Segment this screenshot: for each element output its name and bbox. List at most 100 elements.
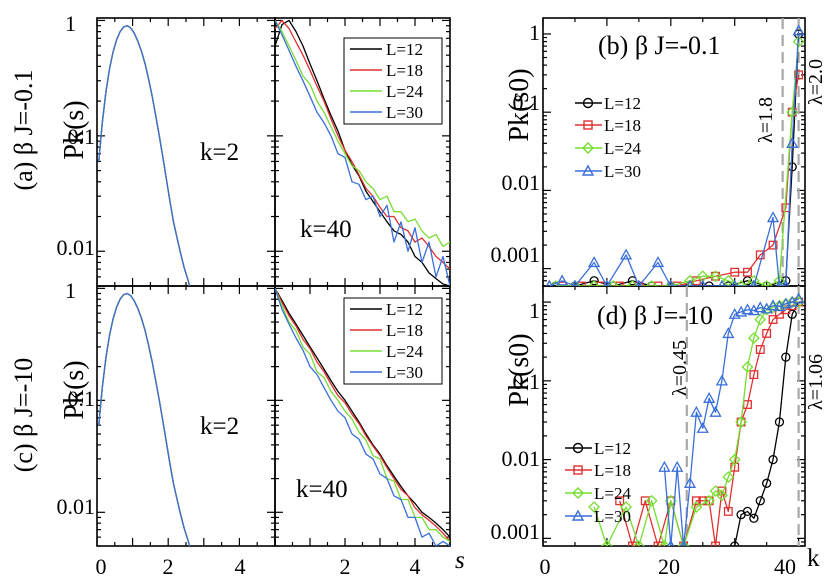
data-point-triangle xyxy=(792,24,805,36)
data-point-circle xyxy=(551,281,561,286)
data-point-circle xyxy=(755,496,765,506)
xtick-label: 0 xyxy=(96,554,107,579)
data-point-triangle xyxy=(619,248,633,260)
data-point-diamond xyxy=(690,501,703,513)
data-point-diamond xyxy=(632,540,645,546)
data-point-square xyxy=(755,250,765,260)
plot-area-a-left xyxy=(98,25,191,286)
y-axis-label-a: Pk(s) xyxy=(59,100,90,159)
legend-label: L=12 xyxy=(594,439,631,458)
data-point-square xyxy=(730,267,740,277)
series-line-l12 xyxy=(734,301,800,546)
data-point-diamond xyxy=(664,280,677,286)
data-point-triangle xyxy=(731,279,739,286)
data-point-circle xyxy=(608,281,618,286)
data-point-square xyxy=(762,328,772,338)
data-point-square xyxy=(768,240,778,250)
data-point-square xyxy=(704,496,714,506)
legend-label: L=18 xyxy=(594,461,631,480)
data-point-square xyxy=(596,281,605,286)
xtick-label: 40 xyxy=(774,554,796,579)
series-line-l30 xyxy=(275,20,450,286)
data-point-square xyxy=(794,70,804,80)
data-point-diamond xyxy=(677,540,690,546)
vline-label-lambda-0-45: λ=0.45 xyxy=(669,340,691,396)
data-point-circle xyxy=(742,276,753,286)
data-point-triangle xyxy=(703,391,716,403)
data-point-triangle xyxy=(696,421,709,433)
panel-label-c: (c) β J=-10 xyxy=(9,358,38,473)
panel-label-d: (d) β J=-10 xyxy=(597,301,713,330)
data-point-triangle xyxy=(766,299,780,311)
series-line-l30 xyxy=(98,292,191,546)
data-point-diamond xyxy=(735,280,748,286)
legend-box xyxy=(343,37,443,125)
series-line-l24 xyxy=(275,288,450,542)
series-line-l12 xyxy=(275,19,450,286)
data-point-triangle xyxy=(766,211,780,223)
data-point-circle xyxy=(781,352,791,362)
ytick-label: 0.001 xyxy=(491,242,541,267)
legend-marker-circle xyxy=(582,97,594,109)
data-point-triangle xyxy=(782,279,790,286)
plot-area-b xyxy=(545,24,805,286)
data-point-triangle xyxy=(754,301,767,313)
data-point-diamond xyxy=(620,501,632,513)
data-point-diamond xyxy=(792,35,805,48)
panel-label-b: (b) β J=-0.1 xyxy=(598,31,720,60)
ytick-label: 0.1 xyxy=(513,90,541,115)
series-line-l30 xyxy=(549,30,800,286)
legend-label: L=30 xyxy=(386,103,423,122)
data-point-diamond xyxy=(728,453,741,466)
data-point-square xyxy=(628,541,637,546)
series-line-l30 xyxy=(98,25,191,286)
data-point-square xyxy=(691,276,701,286)
legend-label: L=30 xyxy=(386,363,423,382)
legend-c-right: L=12 L=18 L=24 L=30 xyxy=(343,297,443,385)
data-point-diamond xyxy=(588,501,601,513)
panel-a-left-frame xyxy=(96,17,276,287)
legend-d: L=12 L=18 L=24 L=30 xyxy=(565,439,631,526)
data-point-diamond xyxy=(754,313,767,326)
legend-marker-square xyxy=(583,120,593,130)
ytick-label: 0.001 xyxy=(491,519,541,544)
series-line-l24 xyxy=(555,41,800,286)
data-point-triangle xyxy=(775,279,783,286)
annotation-k2-a: k=2 xyxy=(200,139,239,166)
data-point-diamond xyxy=(645,494,658,507)
legend-marker-diamond xyxy=(572,487,584,499)
plot-area-c-left xyxy=(98,292,191,546)
data-point-triangle xyxy=(709,405,722,417)
data-point-circle xyxy=(762,281,772,286)
series-line-l18 xyxy=(98,292,191,546)
xtick-label: 2 xyxy=(163,554,174,579)
plot-area-a-right xyxy=(275,19,450,286)
series-line-l30 xyxy=(275,288,450,546)
data-point-triangle xyxy=(667,279,675,286)
series-line-l12 xyxy=(98,292,191,546)
data-point-triangle xyxy=(683,476,697,488)
data-point-diamond xyxy=(786,106,799,119)
plot-area-c-right xyxy=(275,288,450,546)
data-point-circle xyxy=(762,478,772,488)
y-axis-label-b: Pk(s0) xyxy=(504,68,535,141)
tick-layer xyxy=(96,18,805,547)
series-line-l12 xyxy=(555,33,800,286)
data-point-triangle xyxy=(651,256,665,268)
legend-marker-triangle xyxy=(581,164,595,176)
series-line-l24 xyxy=(98,25,191,286)
data-point-square xyxy=(711,541,720,546)
data-point-square xyxy=(743,267,752,277)
data-point-square xyxy=(672,281,682,286)
data-point-square xyxy=(615,496,625,506)
ytick-label: 1 xyxy=(529,298,540,323)
data-point-diamond xyxy=(741,361,754,373)
ytick-label: 1 xyxy=(65,11,76,36)
data-point-triangle xyxy=(741,303,754,315)
xtick-label: 20 xyxy=(658,554,680,579)
data-point-square xyxy=(755,345,765,354)
data-point-triangle xyxy=(571,279,579,286)
annotation-k40-c: k=40 xyxy=(296,476,348,503)
data-point-square xyxy=(691,496,701,506)
legend-label: L=18 xyxy=(386,61,423,80)
